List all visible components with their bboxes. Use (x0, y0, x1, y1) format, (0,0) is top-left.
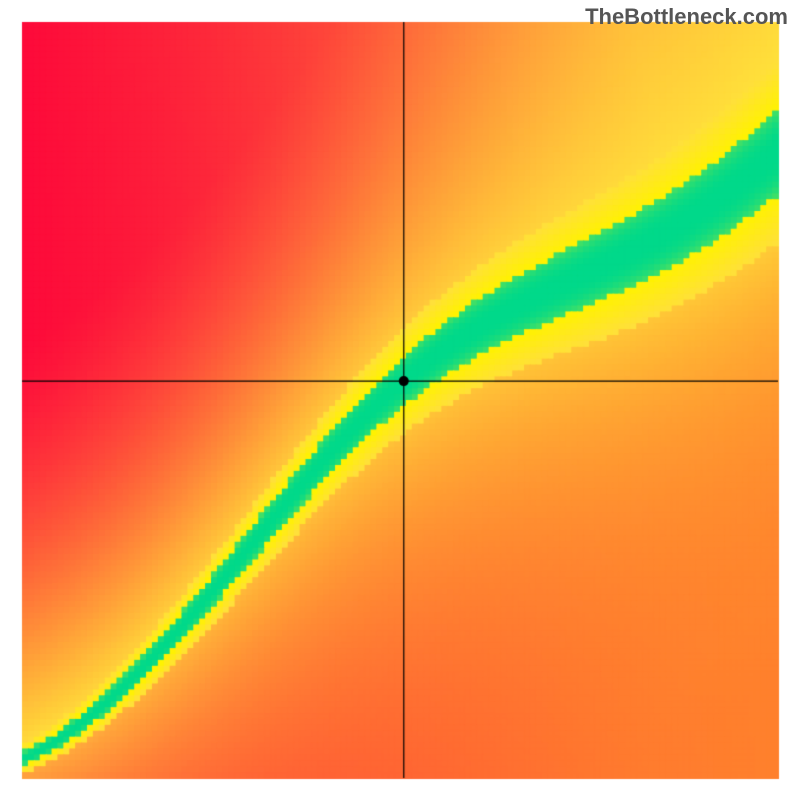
heatmap-chart: TheBottleneck.com (0, 0, 800, 800)
heatmap-canvas (0, 0, 800, 800)
